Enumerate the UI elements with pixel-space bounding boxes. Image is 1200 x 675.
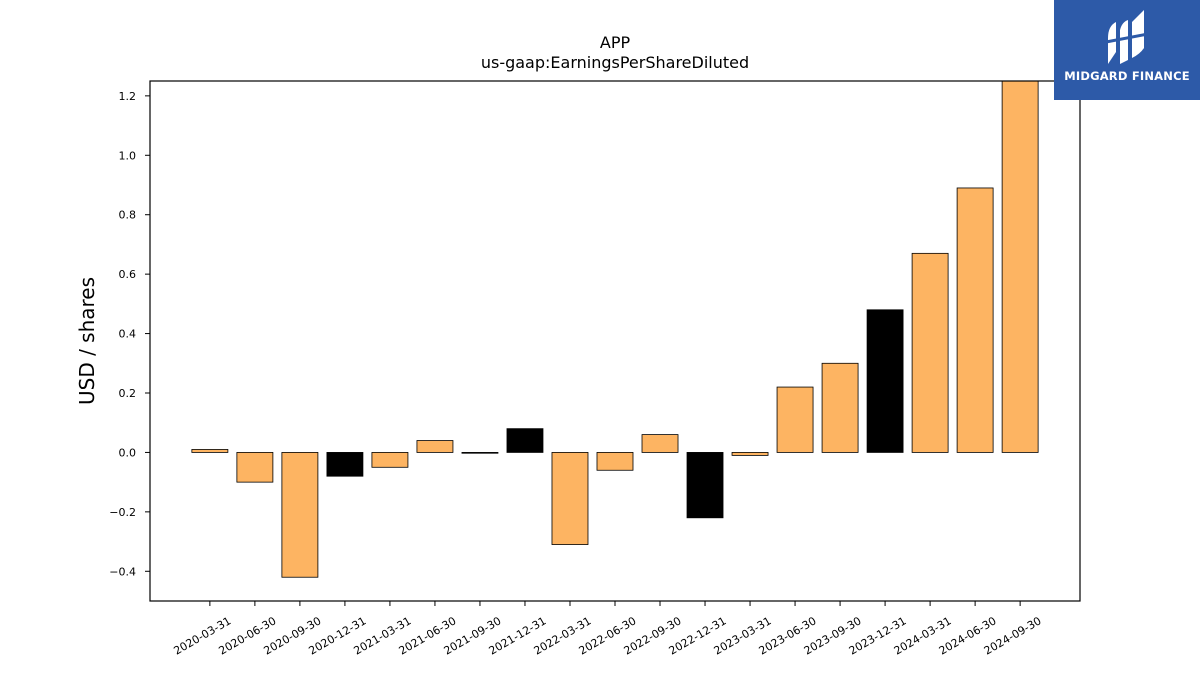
x-axis-ticks: 2020-03-312020-06-302020-09-302020-12-31… [171, 601, 1044, 658]
bar-2022-06-30 [596, 452, 634, 471]
y-tick-label: 0.6 [119, 268, 137, 281]
bar-2020-03-31 [191, 449, 229, 453]
y-axis-ticks: −0.4 −0.2 0.0 0.2 0.4 0.6 0.8 1.0 1.2 [109, 90, 150, 578]
y-tick-label: 1.0 [119, 149, 137, 162]
chart-title: APP [600, 33, 631, 52]
logo-text: MIDGARD FINANCE [1064, 69, 1190, 83]
bar-2023-12-31 [866, 309, 904, 453]
bar-2023-03-31 [731, 452, 769, 456]
y-tick-label: 0.4 [119, 328, 137, 341]
bar-2022-12-31 [686, 452, 724, 519]
y-tick-label: 1.2 [119, 90, 137, 103]
y-tick-label: 0.2 [119, 387, 137, 400]
bar-2024-03-31 [911, 252, 949, 453]
plot-frame [149, 80, 1081, 602]
bar-2020-06-30 [236, 452, 274, 483]
midgard-finance-logo: MIDGARD FINANCE [1054, 0, 1200, 100]
bar-2024-06-30 [956, 187, 994, 453]
bar-2023-09-30 [821, 362, 859, 453]
bar-2021-12-31 [506, 428, 544, 453]
y-tick-label: −0.4 [109, 565, 136, 578]
bar-2023-06-30 [776, 386, 814, 453]
bar-2021-09-30 [461, 452, 499, 454]
midgard-logo-icon [1105, 10, 1149, 64]
bars-group [191, 80, 1039, 578]
bar-2020-09-30 [281, 452, 319, 578]
chart-subtitle: us-gaap:EarningsPerShareDiluted [481, 53, 749, 72]
bar-2021-06-30 [416, 440, 454, 453]
y-tick-label: 0.8 [119, 209, 137, 222]
bar-2022-03-31 [551, 452, 589, 545]
y-tick-label: −0.2 [109, 506, 136, 519]
bar-2021-03-31 [371, 452, 409, 468]
bar-2020-12-31 [326, 452, 364, 477]
bar-2022-09-30 [641, 434, 679, 453]
y-tick-label: 0.0 [119, 446, 137, 459]
bar-2024-09-30 [1001, 80, 1039, 453]
y-axis-label: USD / shares [75, 277, 99, 405]
